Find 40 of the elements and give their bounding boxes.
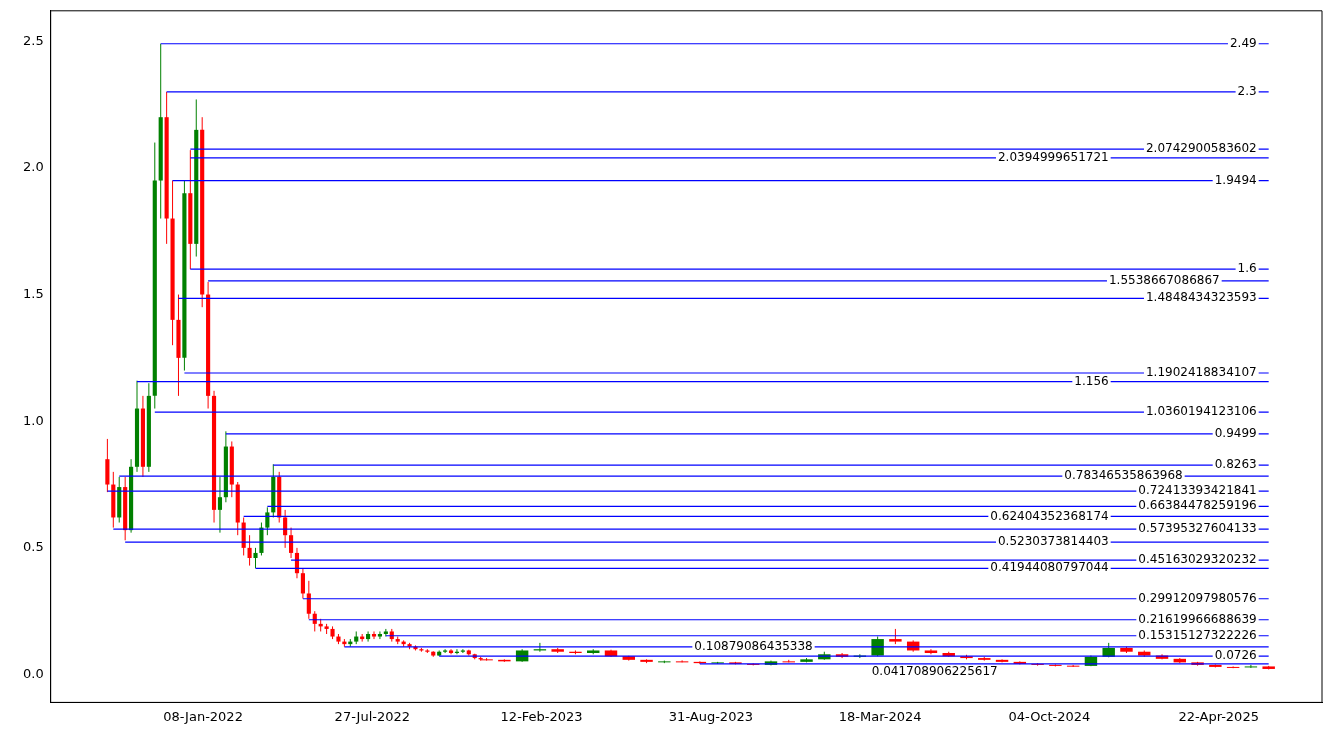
ref-line-label: 0.041708906225617 — [871, 663, 998, 678]
ref-line-label: 1.0360194123106 — [1145, 404, 1257, 419]
ref-line-label: 1.1902418834107 — [1145, 365, 1257, 380]
ref-line-label: 0.5230373814403 — [997, 534, 1109, 549]
y-tick-label: 0.0 — [22, 665, 44, 681]
ref-line-label: 0.78346535863968 — [1064, 468, 1183, 483]
ref-line-label: 1.9494 — [1214, 172, 1257, 187]
x-tick-label: 04-Oct-2024 — [1008, 708, 1091, 724]
ref-line-label: 1.6 — [1237, 261, 1257, 276]
x-tick-label: 08-Jan-2022 — [163, 708, 243, 724]
ref-line-label: 2.49 — [1229, 35, 1257, 50]
ref-line-label: 0.9499 — [1214, 426, 1257, 441]
ref-line-label: 2.3 — [1237, 83, 1257, 98]
ref-line-label: 0.21619966688639 — [1138, 611, 1257, 626]
ref-line-label: 0.29912097980576 — [1138, 590, 1257, 605]
ref-line-label: 0.66384478259196 — [1138, 498, 1257, 513]
x-tick-label: 31-Aug-2023 — [668, 708, 753, 724]
ref-line-label: 0.62404352368174 — [990, 508, 1109, 523]
y-tick-label: 1.5 — [22, 285, 44, 301]
ref-line-label: 0.0726 — [1214, 648, 1257, 663]
ref-line-label: 1.5538667086867 — [1108, 273, 1220, 288]
ref-line-label: 2.0742900583602 — [1145, 141, 1257, 156]
y-tick-label: 2.0 — [22, 159, 44, 175]
x-tick-label: 22-Apr-2025 — [1178, 708, 1259, 724]
ref-line-label: 0.15315127322226 — [1138, 627, 1257, 642]
y-tick-label: 1.0 — [22, 412, 44, 428]
ref-line-label: 0.10879086435338 — [694, 639, 813, 654]
ref-line-label: 0.72413393421841 — [1138, 483, 1257, 498]
ref-line-label: 1.4848434323593 — [1145, 290, 1257, 305]
ref-line-label: 0.8263 — [1214, 457, 1257, 472]
ref-line-label: 0.41944080797044 — [990, 560, 1109, 575]
ref-line-label: 0.57395327604133 — [1138, 521, 1257, 536]
ref-line-label: 1.156 — [1074, 373, 1109, 388]
y-tick-label: 0.5 — [22, 539, 44, 555]
y-tick-label: 2.5 — [22, 32, 44, 48]
ref-line-label: 2.0394999651721 — [997, 149, 1109, 164]
ref-line-label: 0.45163029320232 — [1138, 552, 1257, 567]
x-tick-label: 18-Mar-2024 — [838, 708, 922, 724]
x-tick-label: 27-Jul-2022 — [334, 708, 411, 724]
x-tick-label: 12-Feb-2023 — [500, 708, 583, 724]
